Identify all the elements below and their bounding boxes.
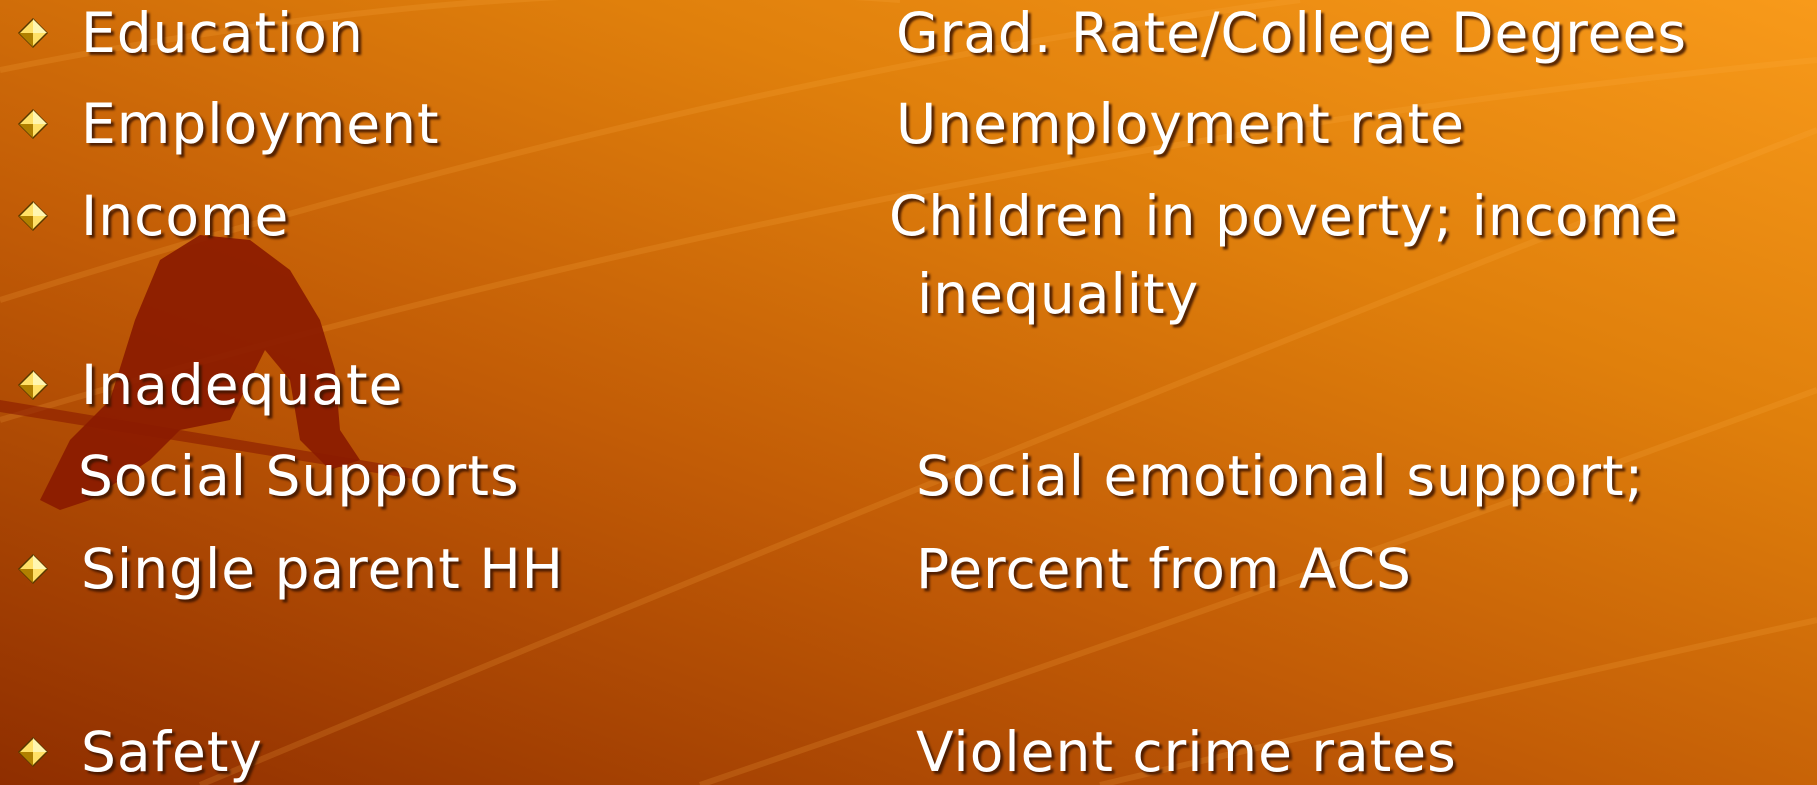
right-label: Unemployment rate — [896, 92, 1465, 156]
bullet — [16, 368, 50, 402]
bullet — [16, 199, 50, 233]
bullet — [16, 735, 50, 769]
right-label: Violent crime rates — [916, 720, 1457, 784]
left-label: Income — [81, 184, 290, 248]
bullet — [16, 107, 50, 141]
left-label: Social Supports — [78, 444, 520, 508]
left-label: Employment — [81, 92, 440, 156]
right-label: Percent from ACS — [916, 537, 1412, 601]
right-label: inequality — [917, 262, 1200, 326]
right-label: Grad. Rate/College Degrees — [896, 1, 1687, 65]
bullet — [16, 16, 50, 50]
left-label: Education — [81, 1, 364, 65]
right-label: Social emotional support; — [916, 444, 1645, 508]
track-line — [0, 400, 420, 480]
bullet — [16, 552, 50, 586]
left-label: Single parent HH — [81, 537, 565, 601]
right-label: Children in poverty; income — [889, 184, 1680, 248]
runner-silhouette — [40, 235, 360, 510]
left-label: Safety — [81, 720, 263, 784]
left-label: Inadequate — [81, 353, 404, 417]
